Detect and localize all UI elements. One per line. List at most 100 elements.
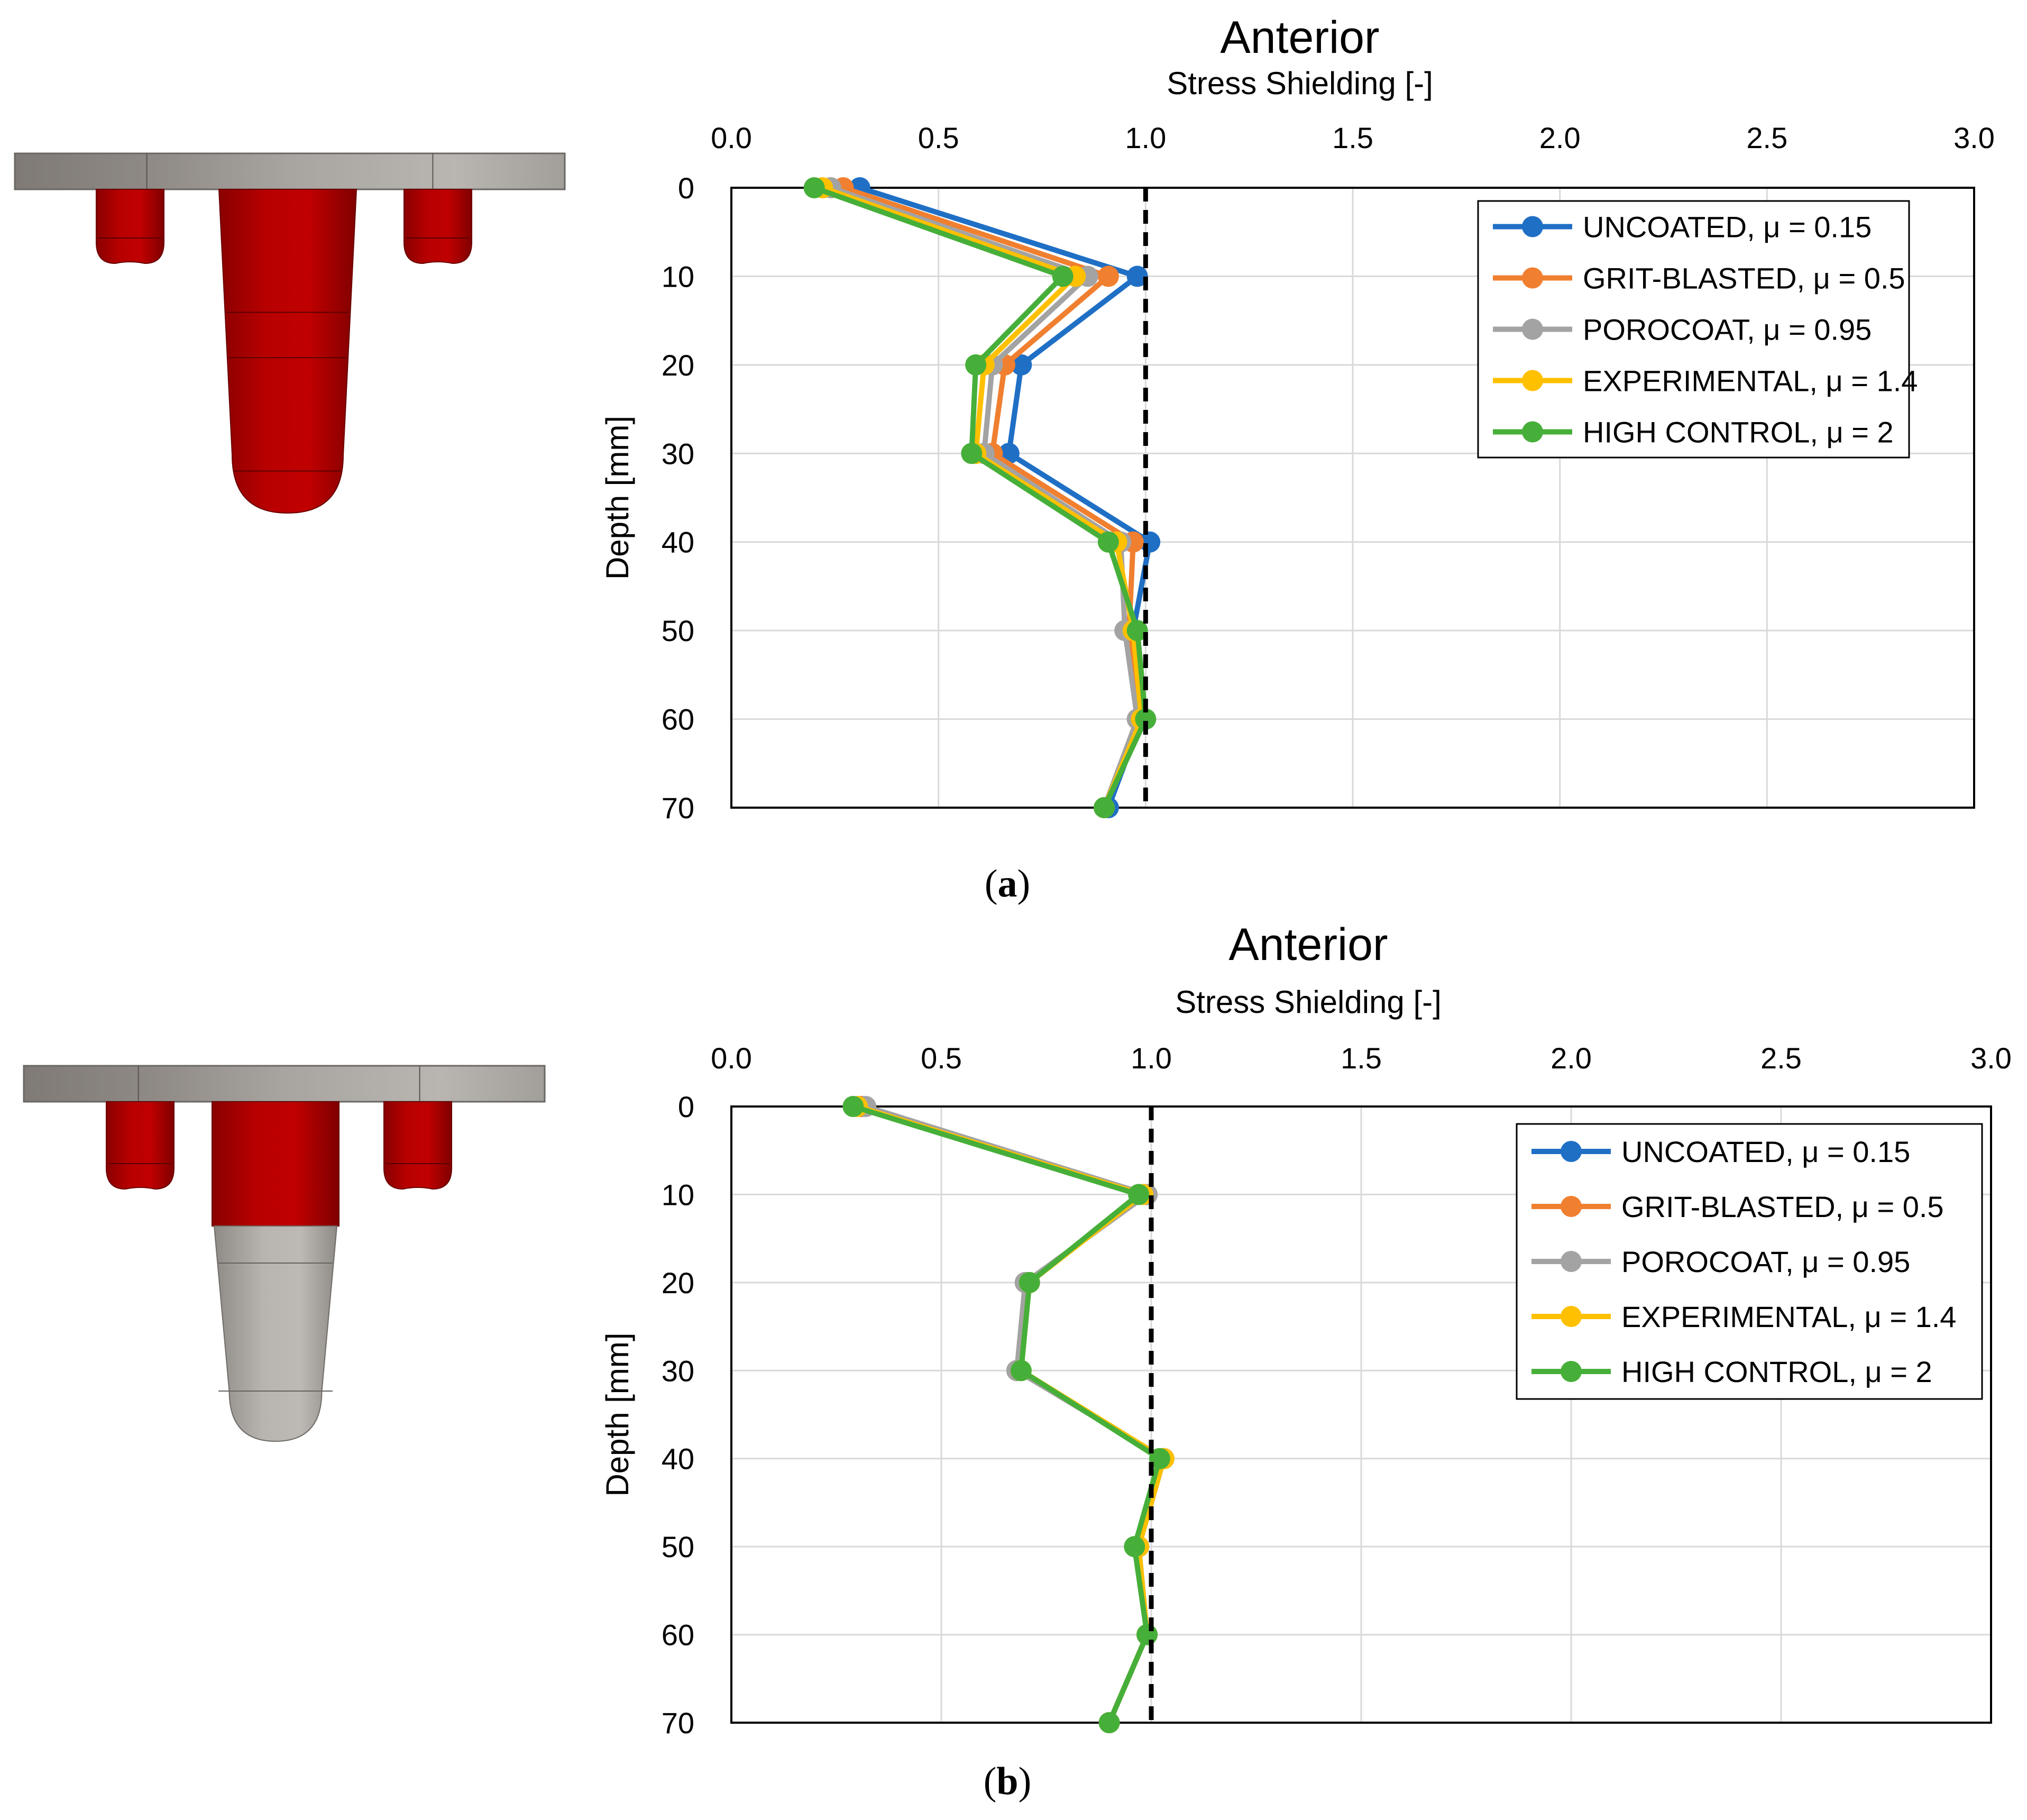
- panel-label-close: ): [1019, 1760, 1032, 1803]
- panel-label-open: (: [984, 1760, 997, 1803]
- legend-label: GRIT-BLASTED, μ = 0.5: [1621, 1190, 1944, 1223]
- legend-label: EXPERIMENTAL, μ = 1.4: [1621, 1300, 1956, 1333]
- data-point-high_control: [965, 354, 987, 376]
- legend-label: HIGH CONTROL, μ = 2: [1583, 416, 1894, 449]
- data-point-high_control: [1136, 1624, 1158, 1645]
- implant-illustration-b: [23, 1065, 546, 1442]
- x-axis-label: Stress Shielding [-]: [1175, 984, 1442, 1020]
- legend-marker-porocoat: [1561, 1251, 1582, 1272]
- data-point-high_control: [803, 177, 825, 198]
- x-tick-label: 2.0: [1539, 121, 1581, 154]
- peg: [106, 1101, 175, 1190]
- legend-marker-grit_blasted: [1561, 1196, 1582, 1217]
- legend-label: POROCOAT, μ = 0.95: [1583, 313, 1872, 346]
- data-point-high_control: [1149, 1448, 1170, 1469]
- legend-label: GRIT-BLASTED, μ = 0.5: [1583, 262, 1905, 295]
- y-tick-label: 30: [662, 437, 694, 470]
- y-tick-label: 50: [662, 614, 694, 647]
- x-tick-label: 0.5: [921, 1041, 962, 1075]
- data-point-grit_blasted: [1097, 266, 1119, 287]
- baseplate: [14, 152, 566, 190]
- data-point-uncoated: [1126, 266, 1148, 287]
- series-line-experimental: [856, 1104, 1167, 1724]
- panel-label: (a): [985, 862, 1030, 906]
- y-tick-label: 0: [678, 171, 694, 205]
- central-stem-coated: [212, 1101, 340, 1227]
- legend-label: POROCOAT, μ = 0.95: [1621, 1245, 1910, 1278]
- y-axis-label: Depth [mm]: [600, 416, 635, 580]
- y-tick-label: 60: [662, 1618, 694, 1652]
- data-point-high_control: [1135, 708, 1157, 730]
- data-point-high_control: [1098, 1712, 1120, 1733]
- peg: [96, 189, 164, 264]
- panel-label-open: (: [985, 862, 998, 906]
- peg: [383, 1101, 452, 1190]
- panel-label-letter: a: [998, 862, 1017, 906]
- x-tick-label: 0.0: [711, 121, 752, 154]
- legend-label: UNCOATED, μ = 0.15: [1583, 211, 1872, 244]
- data-point-high_control: [1094, 797, 1115, 818]
- y-tick-label: 70: [662, 1706, 694, 1740]
- baseplate: [23, 1065, 546, 1103]
- legend-marker-porocoat: [1522, 318, 1543, 340]
- x-tick-label: 1.5: [1341, 1041, 1382, 1075]
- panel-label-close: ): [1017, 862, 1031, 906]
- panel-label-letter: b: [996, 1760, 1018, 1803]
- x-tick-label: 2.5: [1760, 1041, 1802, 1075]
- data-point-high_control: [1010, 1360, 1032, 1382]
- central-stem-uncoated: [213, 1225, 338, 1442]
- data-point-high_control: [1019, 1272, 1040, 1293]
- y-tick-label: 10: [662, 1178, 694, 1211]
- peg: [403, 189, 472, 264]
- x-axis-label: Stress Shielding [-]: [1167, 66, 1433, 101]
- data-point-high_control: [1128, 1184, 1150, 1205]
- implant-illustration-a: [14, 152, 566, 514]
- data-point-high_control: [1124, 1536, 1145, 1558]
- legend-marker-high_control: [1522, 421, 1543, 443]
- y-tick-label: 40: [662, 1442, 694, 1476]
- x-tick-label: 1.0: [1125, 121, 1166, 154]
- chart-title: Anterior: [1220, 12, 1379, 63]
- plot-frame: [730, 187, 1975, 809]
- series-line-porocoat: [865, 1104, 1167, 1724]
- data-point-high_control: [1097, 531, 1119, 553]
- x-tick-label: 3.0: [1953, 121, 1995, 154]
- legend-marker-grit_blasted: [1522, 267, 1543, 289]
- legend-marker-experimental: [1561, 1306, 1582, 1327]
- x-tick-label: 0.5: [918, 121, 959, 154]
- legend-label: UNCOATED, μ = 0.15: [1621, 1135, 1910, 1168]
- series-line-grit_blasted: [860, 1104, 1167, 1724]
- y-tick-label: 60: [662, 703, 694, 736]
- data-point-high_control: [1126, 620, 1148, 642]
- y-tick-label: 40: [662, 526, 694, 559]
- legend: UNCOATED, μ = 0.15 GRIT-BLASTED, μ = 0.5 P…: [1516, 1123, 1983, 1400]
- x-tick-label: 3.0: [1970, 1041, 2012, 1075]
- y-tick-label: 0: [678, 1090, 694, 1123]
- y-tick-label: 20: [662, 349, 694, 382]
- x-tick-label: 1.0: [1131, 1041, 1172, 1075]
- y-tick-label: 10: [662, 260, 694, 293]
- y-tick-label: 30: [662, 1354, 694, 1387]
- chart-b: Anterior Stress Shielding [-] 0.0 0.5 1.0 1.5…: [600, 919, 2012, 1803]
- legend-label: HIGH CONTROL, μ = 2: [1621, 1355, 1932, 1388]
- y-tick-label: 20: [662, 1266, 694, 1300]
- y-axis-label: Depth [mm]: [600, 1332, 635, 1496]
- legend-marker-experimental: [1522, 370, 1543, 391]
- y-tick-label: 70: [662, 791, 694, 825]
- legend-marker-uncoated: [1522, 216, 1543, 237]
- chart-title: Anterior: [1228, 919, 1388, 970]
- data-point-high_control: [842, 1096, 864, 1117]
- legend-marker-high_control: [1561, 1361, 1582, 1382]
- data-point-uncoated: [1011, 354, 1032, 376]
- x-tick-label: 0.0: [711, 1041, 752, 1075]
- data-point-high_control: [1052, 266, 1074, 287]
- legend: UNCOATED, μ = 0.15 GRIT-BLASTED, μ = 0.5 P…: [1477, 200, 1918, 459]
- plot-frame: [730, 1105, 1992, 1724]
- series-line-high_control: [852, 1104, 1162, 1724]
- data-point-high_control: [961, 443, 983, 464]
- series-line-experimental: [821, 185, 1144, 809]
- series-line-porocoat: [830, 185, 1140, 809]
- legend-marker-uncoated: [1561, 1141, 1582, 1162]
